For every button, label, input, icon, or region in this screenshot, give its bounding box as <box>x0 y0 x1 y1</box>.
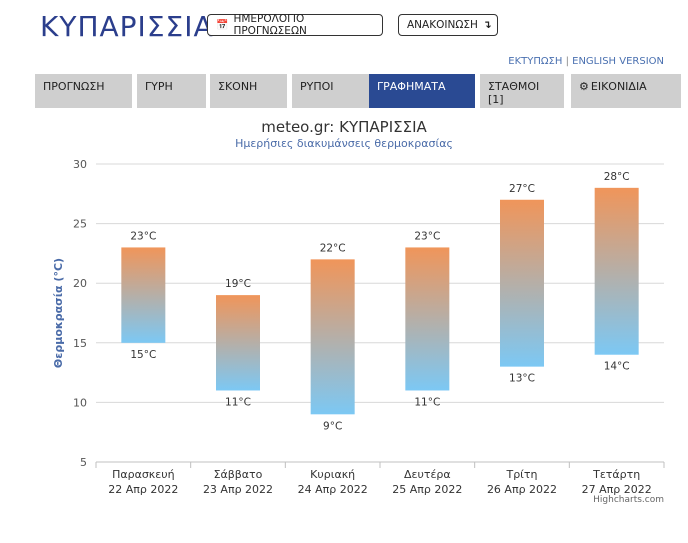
low-temp-label: 13°C <box>509 373 535 385</box>
y-tick-label: 30 <box>73 158 87 171</box>
x-tick-label-date: 27 Απρ 2022 <box>582 483 652 496</box>
x-tick-label-day: Τετάρτη <box>592 468 640 481</box>
y-tick-label: 25 <box>73 218 87 231</box>
chart-title: meteo.gr: ΚΥΠΑΡΙΣΣΙΑ <box>261 118 427 136</box>
highcharts-credits[interactable]: Highcharts.com <box>593 495 664 505</box>
x-tick-label-day: Παρασκευή <box>112 468 175 481</box>
announcement-button[interactable]: ΑΝΑΚΟΙΝΩΣΗ ↴ <box>398 14 498 36</box>
high-temp-label: 23°C <box>130 230 156 242</box>
x-tick-label-date: 24 Απρ 2022 <box>298 483 368 496</box>
x-tick-label-date: 22 Απρ 2022 <box>108 483 178 496</box>
tab-icons[interactable]: ⚙ ΕΙΚΟΝΙΔΙΑ <box>571 74 681 108</box>
low-temp-label: 11°C <box>414 396 440 408</box>
announcement-button-label: ΑΝΑΚΟΙΝΩΣΗ <box>407 19 478 31</box>
calendar-button-label: ΗΜΕΡΟΛΟΓΙΟ ΠΡΟΓΝΩΣΕΩΝ <box>233 13 307 37</box>
x-tick-label-date: 23 Απρ 2022 <box>203 483 273 496</box>
links-separator: | <box>565 56 569 67</box>
y-tick-label: 20 <box>73 277 87 290</box>
calendar-button[interactable]: 📅 ΗΜΕΡΟΛΟΓΙΟ ΠΡΟΓΝΩΣΕΩΝ <box>207 13 383 37</box>
chart-subtitle: Ημερήσιες διακυμάνσεις θερμοκρασίας <box>235 137 453 150</box>
tab-label: ΣΚΟΝΗ <box>218 80 258 93</box>
high-temp-label: 27°C <box>509 183 535 195</box>
y-tick-label: 10 <box>73 396 87 409</box>
temperature-range-bar[interactable] <box>500 199 544 367</box>
low-temp-label: 11°C <box>225 396 251 408</box>
tab-label: ΣΤΑΘΜΟΙ [1] <box>488 80 540 106</box>
high-temp-label: 23°C <box>414 230 440 242</box>
arrow-down-icon: ↴ <box>482 19 492 31</box>
calendar-icon: 📅 <box>216 19 229 31</box>
low-temp-label: 9°C <box>323 420 342 432</box>
y-axis-title: Θερμοκρασία (°C) <box>52 258 65 368</box>
tab-stations[interactable]: ΣΤΑΘΜΟΙ [1] <box>480 74 564 108</box>
temperature-range-bar[interactable] <box>405 247 450 391</box>
x-tick-label-day: Σάββατο <box>214 468 263 481</box>
tab-forecast[interactable]: ΠΡΟΓΝΩΣΗ <box>35 74 132 108</box>
tab-charts[interactable]: ΓΡΑΦΗΜΑΤΑ <box>369 74 475 108</box>
english-version-link[interactable]: ENGLISH VERSION <box>572 56 664 67</box>
tab-label: ΡΥΠΟΙ <box>300 80 334 93</box>
x-tick-label-date: 26 Απρ 2022 <box>487 483 557 496</box>
temperature-range-bar[interactable] <box>121 247 166 343</box>
low-temp-label: 15°C <box>130 349 156 361</box>
header-links: ΕΚΤΥΠΩΣΗ | ENGLISH VERSION <box>508 56 664 67</box>
high-temp-label: 28°C <box>604 171 630 183</box>
tab-label: ΕΙΚΟΝΙΔΙΑ <box>590 80 647 93</box>
high-temp-label: 19°C <box>225 278 251 290</box>
high-temp-label: 22°C <box>320 242 346 254</box>
tab-label: ΠΡΟΓΝΩΣΗ <box>43 80 105 93</box>
x-tick-label-date: 25 Απρ 2022 <box>392 483 462 496</box>
low-temp-label: 14°C <box>604 361 630 373</box>
tab-label: ΓΡΑΦΗΜΑΤΑ <box>377 80 446 93</box>
gear-icon: ⚙ <box>579 80 589 93</box>
y-tick-label: 15 <box>73 337 87 350</box>
x-tick-label-day: Τρίτη <box>505 468 537 481</box>
temperature-range-bar[interactable] <box>216 295 260 391</box>
temperature-range-bar[interactable] <box>594 187 639 355</box>
tab-pollutants[interactable]: ΡΥΠΟΙ <box>292 74 369 108</box>
tab-label: ΓΥΡΗ <box>145 80 173 93</box>
city-title: ΚΥΠΑΡΙΣΣΙΑ <box>40 10 214 43</box>
tab-pollen[interactable]: ΓΥΡΗ <box>137 74 206 108</box>
y-tick-label: 5 <box>80 456 87 469</box>
tab-dust[interactable]: ΣΚΟΝΗ <box>210 74 287 108</box>
print-link[interactable]: ΕΚΤΥΠΩΣΗ <box>508 56 563 67</box>
x-tick-label-day: Κυριακή <box>310 468 355 481</box>
x-tick-label-day: Δευτέρα <box>404 468 451 481</box>
temperature-range-bar[interactable] <box>310 259 355 415</box>
